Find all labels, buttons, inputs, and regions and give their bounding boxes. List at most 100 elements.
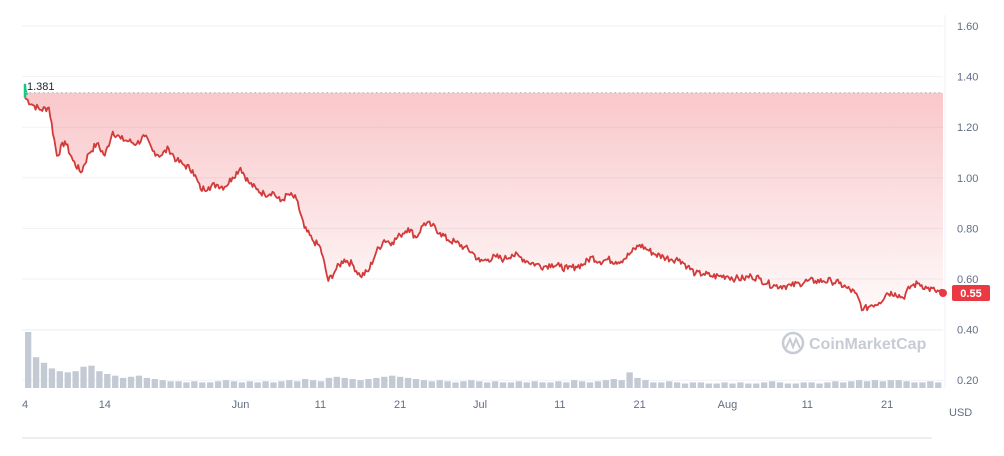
watermark: CoinMarketCap [781,331,927,355]
volume-bar [452,382,459,388]
volume-bar [246,381,253,388]
volume-bar [412,379,420,388]
price-area-fill [25,92,943,311]
y-tick-label: 0.80 [957,223,978,235]
volume-bar [571,380,578,388]
volume-bar [207,382,214,388]
volume-bar [879,381,887,388]
volume-bar [317,381,325,388]
volume-bar [895,380,902,388]
volume-bar [222,380,230,388]
current-price-badge-group: 0.55 [939,285,990,302]
x-tick-label: Jul [473,399,487,411]
y-tick-label: 0.60 [957,274,978,286]
volume-bar [935,382,942,388]
volume-bar [436,380,443,388]
volume-bar [135,375,143,388]
y-tick-label: 0.40 [957,325,978,337]
volume-bar [848,381,855,388]
volume-bar [175,381,182,388]
volume-bar [768,381,776,388]
volume-bar [270,382,277,388]
volume-bar [863,381,871,388]
volume-bar [159,380,166,388]
volume-bar [555,381,562,388]
volume-bar [563,382,570,388]
axes: 1.60 1.40 1.20 1.00 0.80 0.60 0.40 0.20 4 14 Jun 11… [22,15,978,411]
volume-bar [753,383,760,388]
volume-bar [48,368,56,388]
y-tick-label: 1.60 [957,21,978,33]
y-tick-label: 1.40 [957,72,978,84]
volume-bar [238,382,246,388]
volume-bar [697,382,705,388]
x-tick-label: 14 [99,399,111,411]
volume-bar [650,382,657,388]
volume-bar [167,381,174,388]
volume-bar [666,381,673,388]
current-price-badge [952,285,990,302]
price-area [25,92,943,311]
volume-bar [428,381,435,388]
volume-bar [381,376,388,388]
volume-bar [658,382,665,388]
volume-bar [634,377,641,388]
price-line [24,97,944,312]
volume-bar [792,383,799,388]
volume-bar [444,381,451,388]
volume-bar [112,375,119,388]
x-tick-label: Aug [718,399,738,411]
volume-bar [396,376,404,388]
volume-bar [309,380,317,388]
volume-bar [515,381,522,388]
volume-bar [468,380,475,388]
volume-bar [143,377,151,388]
volume-bar [586,382,594,388]
volume-bar [547,382,554,388]
y-tick-label: 1.20 [957,122,978,134]
volume-bar [294,381,301,388]
volume-bar [25,332,32,388]
volume-bar [365,379,372,388]
volume-bar [333,376,340,388]
volume-bar [705,383,712,388]
volume-bar [887,380,894,388]
volume-bar [808,382,815,388]
volume-bar [460,381,467,388]
volume-bar [816,383,823,388]
volume-bar [72,371,79,388]
volume-bar [539,382,546,388]
volume-bar [499,382,507,388]
x-tick-label: 11 [802,399,813,411]
volume-bar [254,382,261,388]
volume-bar [127,376,135,388]
volume-bar [286,380,293,388]
volume-bar [230,381,238,388]
x-tick-label: 11 [554,399,565,411]
volume-bar [760,382,768,388]
volume-bar [191,381,198,388]
volume-bar [618,380,625,388]
volume-bar [484,382,491,388]
volume-bar [199,382,206,388]
currency-label: USD [949,407,972,419]
volume-bar [491,381,499,388]
volume-bar [919,382,926,388]
x-tick-label: 21 [634,399,646,411]
volume-bar [151,379,158,388]
volume-bar [642,380,649,388]
volume-bar [903,381,910,388]
volume-bar [531,381,538,388]
volume-bar [737,382,744,388]
volume-bar [301,379,309,388]
volume-bar [104,374,111,388]
volume-bar [784,383,792,388]
x-tick-label: 21 [394,399,406,411]
x-tick-label: 4 [22,399,28,411]
volume-bar [341,377,348,388]
volume-bar [610,379,617,388]
reference-line-group: 1.381 [25,81,941,94]
volume-bar [507,382,515,388]
